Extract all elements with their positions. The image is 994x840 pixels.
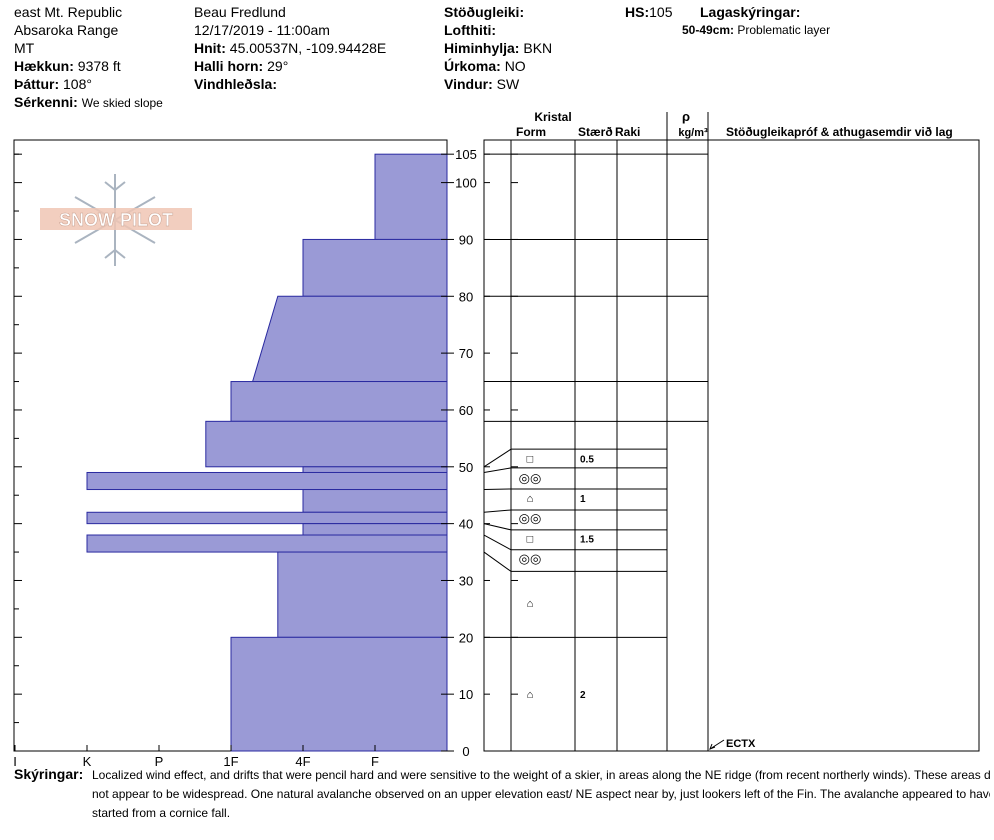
layer-boundary [483,551,667,572]
x-tick-label: P [155,754,164,766]
grain-form: ⌂ [527,598,534,610]
hardness-bar [302,466,448,473]
grain-size: 1 [580,494,586,505]
hardness-bar [277,551,448,638]
comment-line: started from a cornice fall. [92,806,231,820]
col-form: Form [516,125,546,139]
slope-angle: Halli horn: 29° [194,58,289,74]
location: east Mt. Republic [14,4,123,20]
layer-notes-title: Lagaskýringar: [700,4,801,20]
hardness-bar [205,420,448,468]
y-tick-label: 60 [459,403,473,418]
state: MT [14,40,35,56]
x-tick-label: F [371,754,379,766]
logo-text: SNOW PILOT [59,210,173,230]
grain-size: 1.5 [580,534,594,545]
grain-form: ◎◎ [519,471,542,486]
comment-line: Localized wind effect, and drifts that w… [92,768,990,782]
col-density: kg/m³ [678,127,708,139]
hardness-bar [251,295,448,383]
stability: Stöðugleiki: [444,4,525,20]
observer: Beau Fredlund [194,4,286,20]
coordinates: Hnit: 45.00537N, -109.94428E [194,40,387,56]
y-tick-label: 80 [459,289,473,304]
hardness-bar [374,153,448,240]
header: east Mt. Republic Absaroka Range MT Hækk… [0,0,994,112]
grain-form: ⌂ [527,493,534,505]
air-temp: Lofthiti: [444,22,497,38]
comment-line: not appear to be widespread. One natural… [92,787,990,801]
y-tick-label: 30 [459,573,473,588]
layer-boundary [483,488,667,491]
y-tick-label: 40 [459,517,473,532]
wind: Vindur: SW [444,76,520,92]
y-tick-label: 70 [459,346,473,361]
col-tests: Stöðugleikapróf & athugasemdir við lag [726,125,953,139]
layer-boundary [483,523,667,531]
grain-table-frame [483,139,980,752]
x-tick-label: K [83,754,92,766]
grain-size: 2 [580,690,586,701]
col-rho: ρ [682,109,690,124]
y-tick-label: 10 [459,687,473,702]
hardness-bar [86,534,448,553]
grain-form: □ [527,533,534,545]
comments: Skýringar: Localized wind effect, and dr… [14,766,990,840]
test-result: ECTX [726,738,756,750]
comments-label: Skýringar: [14,766,84,782]
snow-profile-chart: I K P 1F 4F F 0 10 20 30 40 50 60 70 80 90 100 105 SNOW … [13,109,980,766]
layer-boundary [483,509,667,513]
x-tick-label: I [13,754,17,766]
ectx-leader [709,739,725,750]
datetime: 12/17/2019 - 11:00am [194,22,330,38]
layer-boundary [483,534,667,551]
col-moisture: Raki [615,125,640,139]
hardness-bar [230,636,448,752]
hs: HS:105 [625,4,673,20]
col-size: Stærð [578,125,613,139]
hardness-bar [302,523,448,536]
hardness-bar [86,471,448,491]
hardness-bar [302,489,448,513]
elevation: Hækkun: 9378 ft [14,58,121,74]
col-crystal: Kristal [534,110,571,124]
snowpilot-logo: SNOW PILOT [40,174,192,266]
y-tick-label: 20 [459,630,473,645]
grain-size: 0.5 [580,454,594,465]
grain-form: ◎◎ [519,511,542,526]
y-tick-label: 50 [459,460,473,475]
hardness-bar [230,381,448,422]
wind-loading: Vindhleðsla: [194,76,277,92]
y-tick-label: 90 [459,232,473,247]
y-tick-label: 100 [455,176,477,191]
y-tick-label: 0 [462,744,469,759]
y-tick-label: 105 [455,147,477,162]
x-tick-label: 1F [223,754,238,766]
ectx-arrowhead [709,743,716,750]
sky-cover: Himinhylja: BKN [444,40,553,56]
features: Sérkenni: We skied slope [14,94,163,110]
range: Absaroka Range [14,22,119,38]
grain-form: □ [527,453,534,465]
aspect: Þáttur: 108° [14,76,92,92]
layer-boundary [483,467,667,473]
grain-form: ◎◎ [519,551,542,566]
layer-note: 50-49cm: Problematic layer [682,23,831,37]
hardness-bar [302,238,448,297]
hardness-bar [86,511,448,525]
grain-form: ⌂ [527,689,534,701]
precipitation: Úrkoma: NO [444,58,526,74]
layer-boundary [483,448,667,468]
x-tick-label: 4F [295,754,310,766]
